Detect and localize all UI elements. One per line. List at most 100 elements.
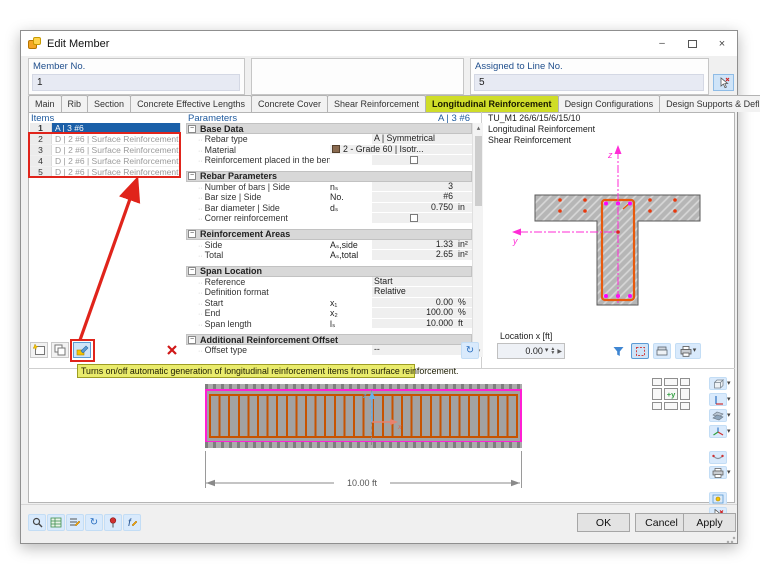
param-section-header[interactable]: Span Location	[186, 265, 472, 277]
clipboard-button[interactable]	[653, 343, 671, 359]
dropdown-icon[interactable]: ▾	[727, 428, 731, 435]
tab-concrete-effective-lengths[interactable]: Concrete Effective Lengths	[130, 95, 252, 112]
param-value[interactable]: Relative	[372, 286, 456, 298]
step-forward-icon[interactable]: ▶	[557, 348, 562, 355]
print-graphic-button[interactable]	[709, 466, 727, 479]
delete-item-button[interactable]	[163, 342, 180, 358]
formula-button[interactable]: f	[123, 514, 141, 531]
param-value[interactable]: 3	[372, 181, 456, 192]
auto-generate-surface-reinforcement-button[interactable]	[73, 342, 91, 358]
view-in-y-button[interactable]	[709, 393, 727, 406]
collapse-icon[interactable]	[188, 267, 196, 275]
tab-design-configurations[interactable]: Design Configurations	[557, 95, 661, 112]
apply-button[interactable]: Apply	[683, 513, 736, 532]
param-section-header[interactable]: Additional Reinforcement Offset	[186, 334, 472, 345]
param-row[interactable]: Offset type--	[186, 344, 472, 356]
view-cell[interactable]	[664, 402, 678, 410]
ok-button[interactable]: OK	[577, 513, 630, 532]
location-x-value[interactable]: 0.00	[525, 346, 543, 356]
param-row[interactable]: Corner reinforcement	[186, 213, 472, 224]
copy-item-button[interactable]	[51, 342, 69, 358]
deformation-display-button[interactable]	[709, 451, 727, 464]
tab-main[interactable]: Main	[28, 95, 62, 112]
param-value[interactable]: 0.00	[372, 297, 456, 308]
view-cell[interactable]	[652, 388, 662, 400]
view-cell[interactable]	[680, 402, 690, 410]
dropdown-icon[interactable]: ▾	[727, 380, 731, 387]
param-row[interactable]: Reinforcement placed in the bent c...	[186, 155, 472, 166]
tab-shear-reinforcement[interactable]: Shear Reinforcement	[327, 95, 427, 112]
view-cell[interactable]	[664, 378, 678, 386]
tab-section[interactable]: Section	[87, 95, 132, 112]
checkbox[interactable]	[410, 214, 418, 222]
view-cell[interactable]	[652, 402, 662, 410]
dropdown-icon[interactable]: ▾	[544, 347, 549, 354]
collapse-icon[interactable]	[188, 335, 196, 344]
tab-rib[interactable]: Rib	[60, 95, 89, 112]
param-value[interactable]: #6	[372, 191, 456, 203]
param-section-header[interactable]: Rebar Parameters	[186, 170, 472, 182]
param-value[interactable]: --	[372, 344, 456, 356]
tables-button[interactable]	[47, 514, 65, 531]
print-button[interactable]: ▾	[675, 343, 701, 359]
collapse-icon[interactable]	[188, 124, 196, 133]
resize-grip[interactable]	[726, 534, 736, 544]
parameters-scrollbar[interactable]: ▴ ▾	[472, 123, 483, 357]
param-section-header[interactable]: Reinforcement Areas	[186, 228, 472, 240]
jump-to-object-button[interactable]	[104, 514, 122, 531]
tab-longitudinal-reinforcement[interactable]: Longitudinal Reinforcement	[425, 95, 559, 112]
isometric-view-button[interactable]	[709, 377, 727, 390]
member-no-field[interactable]: 1	[32, 74, 240, 91]
view-cell[interactable]	[652, 378, 662, 386]
member-comment-box[interactable]	[251, 58, 464, 95]
pick-object-button[interactable]	[28, 514, 46, 531]
cancel-button[interactable]: Cancel	[635, 513, 688, 532]
filter-button[interactable]	[609, 343, 627, 359]
location-x-combo[interactable]: 0.00 ▾ ▲ ▼ ▶	[497, 343, 565, 359]
edit-list-button[interactable]	[66, 514, 84, 531]
refresh-view-button[interactable]: ↻	[85, 514, 103, 531]
view-cell[interactable]	[680, 388, 690, 400]
view-direction-widget[interactable]: +y	[652, 378, 692, 412]
view-cell[interactable]	[680, 378, 690, 386]
minimize-button[interactable]: –	[647, 31, 677, 56]
close-button[interactable]: ×	[707, 31, 737, 56]
new-item-button[interactable]	[30, 342, 48, 358]
reinforcement-view-button[interactable]	[631, 343, 649, 359]
sync-location-button[interactable]: ↻	[461, 342, 479, 359]
dialog-titlebar[interactable]: Edit Member – ×	[21, 31, 737, 56]
axes-display-button[interactable]	[709, 425, 727, 438]
param-value[interactable]: A | Symmetrical	[372, 133, 456, 145]
dropdown-icon[interactable]: ▾	[692, 347, 697, 354]
param-value[interactable]: 2 - Grade 60 | Isotr...	[330, 144, 472, 155]
scrollbar-thumb[interactable]	[475, 136, 482, 206]
param-value[interactable]: 10.000	[372, 318, 456, 329]
tab-design-supports-deflection[interactable]: Design Supports & Deflection	[659, 95, 760, 112]
maximize-button[interactable]	[677, 31, 707, 56]
dropdown-icon[interactable]: ▾	[727, 469, 731, 476]
rendering-mode-button[interactable]	[709, 409, 727, 422]
tab-concrete-cover[interactable]: Concrete Cover	[250, 95, 328, 112]
dropdown-icon[interactable]: ▾	[727, 396, 731, 403]
view-cell-current[interactable]: +y	[664, 388, 678, 400]
scroll-up-icon[interactable]: ▴	[476, 125, 481, 132]
param-value[interactable]: 0.750	[372, 202, 456, 213]
collapse-icon[interactable]	[188, 172, 196, 180]
select-line-button[interactable]	[713, 74, 734, 91]
